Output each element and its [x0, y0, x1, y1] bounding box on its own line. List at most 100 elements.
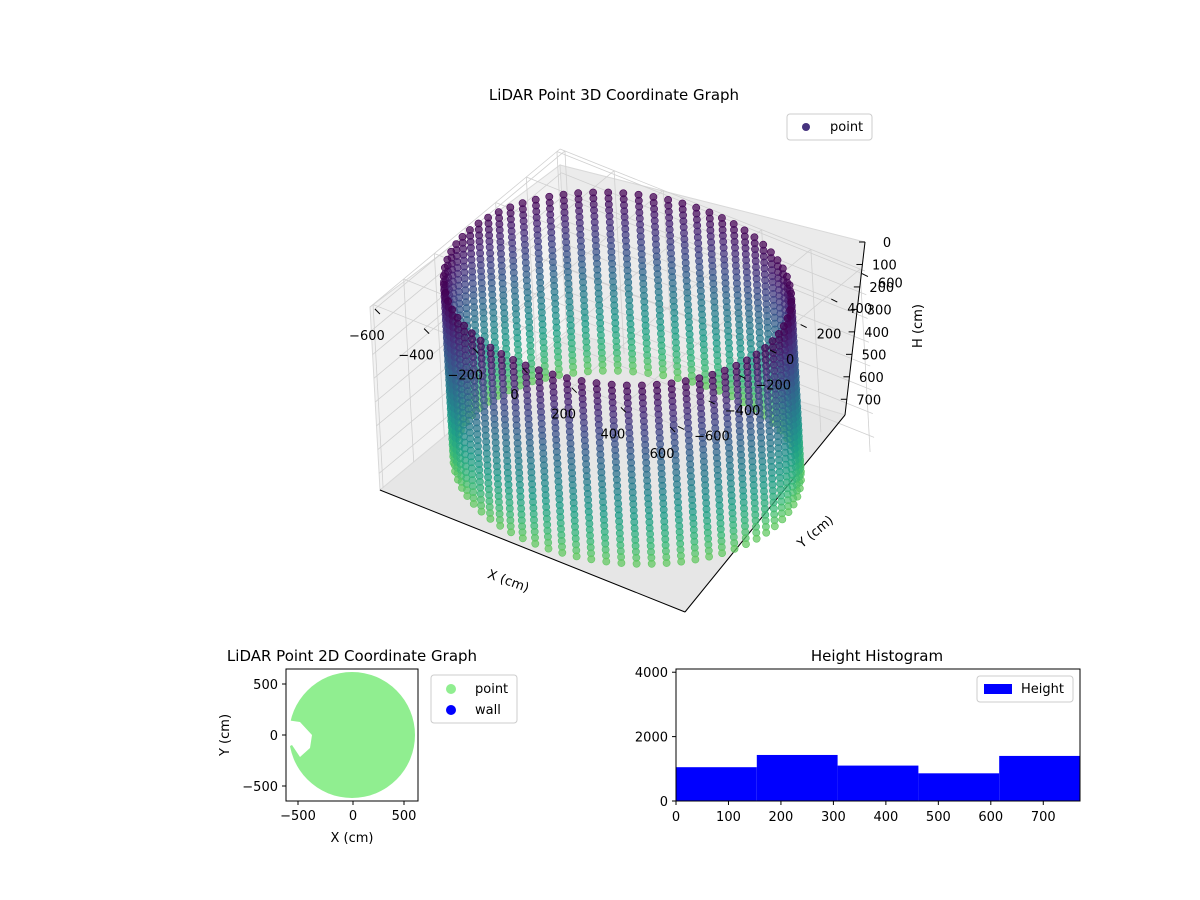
chart-2d-legend-label-wall: wall — [475, 703, 501, 718]
chart-3d-x-tick-label: 0 — [510, 388, 518, 403]
chart-3d-point — [662, 559, 671, 567]
chart-3d-point — [718, 549, 726, 557]
chart-3d-point — [598, 366, 607, 375]
chart-3d-point — [569, 368, 578, 377]
chart-3d-point — [507, 528, 515, 537]
histogram-bar — [756, 754, 838, 801]
histogram-legend-box — [976, 675, 1074, 703]
chart-3d-gridline — [859, 269, 871, 453]
chart-3d-gridline — [371, 172, 562, 332]
chart-3d-gridline — [566, 267, 872, 391]
chart-3d-point — [705, 552, 713, 561]
chart-3d-y-tick-mark — [708, 400, 715, 405]
histogram-x-tick-label: 500 — [926, 810, 951, 825]
chart-3d-point — [784, 508, 793, 516]
chart-2d-ytick-label: 500 — [253, 678, 278, 693]
histogram-title: Height Histogram — [811, 647, 943, 665]
chart-3d-gridline — [374, 243, 566, 403]
chart-3d-point — [629, 367, 637, 376]
chart-3d-y-tick-mark — [800, 324, 807, 328]
chart-3d-gridline — [810, 249, 822, 433]
chart-3d-gridline — [433, 253, 445, 437]
chart-3d-y-ticks: −600 −400 −200 0 200 400 600 — [677, 273, 903, 444]
chart-3d-point — [730, 545, 739, 553]
chart-3d-z-label: H (cm) — [911, 304, 926, 348]
chart-2d-xtick-label: 500 — [392, 809, 417, 824]
chart-3d-point — [778, 515, 787, 524]
histogram-bar — [676, 767, 757, 801]
chart-2d: LiDAR Point 2D Coordinate Graph −500 0 5… — [218, 647, 518, 846]
chart-3d-point — [518, 534, 527, 543]
chart-3d: LiDAR Point 3D Coordinate Graph −600 −400… — [349, 86, 926, 613]
chart-3d-point — [584, 367, 592, 376]
chart-3d-point — [770, 522, 779, 531]
chart-3d-point — [558, 548, 567, 557]
chart-3d-legend-marker — [802, 123, 810, 131]
chart-3d-gridline — [562, 196, 868, 319]
chart-3d-gridline — [369, 148, 561, 308]
chart-3d-point — [659, 371, 668, 380]
chart-3d-x-tick-mark — [374, 308, 381, 315]
chart-3d-x-tick-label: −400 — [398, 349, 434, 364]
chart-3d-z-tick-label: 400 — [864, 326, 889, 341]
chart-3d-y-tick-mark — [739, 375, 746, 379]
chart-3d-point — [602, 557, 611, 566]
chart-3d-x-tick-mark — [669, 426, 676, 433]
chart-3d-gridline — [372, 196, 563, 355]
chart-3d-x-tick-mark — [620, 407, 627, 413]
chart-2d-point-cloud — [289, 672, 415, 798]
histogram-y-tick-label: 4000 — [635, 666, 668, 681]
chart-3d-gridline — [565, 243, 871, 367]
chart-3d-y-tick-label: −200 — [755, 378, 791, 393]
chart-3d-x-tick-mark — [423, 328, 430, 334]
chart-3d-y-tick-label: −400 — [725, 404, 761, 419]
chart-3d-point — [762, 528, 771, 537]
histogram-bars — [676, 754, 1080, 801]
chart-3d-point — [742, 540, 750, 548]
chart-3d-y-label: Y (cm) — [794, 513, 837, 552]
chart-3d-y-tick-label: 0 — [786, 353, 794, 368]
chart-3d-point — [496, 521, 505, 530]
chart-3d-gridline — [559, 148, 866, 272]
chart-2d-gap-left — [286, 720, 312, 757]
histogram-x-tick-label: 400 — [873, 810, 898, 825]
chart-3d-y-tick-mark — [769, 349, 777, 354]
chart-3d-point — [691, 555, 700, 564]
chart-3d-point — [572, 552, 581, 561]
chart-3d-legend: point — [786, 113, 873, 141]
histogram-x-tick-label: 600 — [978, 810, 1003, 825]
chart-3d-legend-label: point — [830, 120, 863, 135]
chart-3d-z-tick-label: 600 — [859, 371, 884, 386]
chart-3d-point — [587, 555, 596, 564]
chart-3d-point — [632, 559, 641, 568]
chart-2d-x-label: X (cm) — [331, 831, 374, 846]
histogram-bar — [837, 765, 919, 801]
chart-3d-x-tick-label: −200 — [447, 368, 483, 383]
histogram-bar — [918, 773, 1000, 801]
chart-2d-plot-area — [286, 672, 415, 798]
chart-2d-xtick-label: 0 — [349, 809, 357, 824]
chart-3d-z-tick-label: 700 — [856, 393, 881, 408]
chart-3d-legend-box — [786, 113, 873, 141]
chart-3d-y-tick-label: 400 — [847, 302, 872, 317]
histogram-y-tick-label: 2000 — [635, 731, 668, 746]
chart-3d-y-tick-mark — [677, 426, 685, 430]
chart-3d-y-tick-label: −600 — [694, 429, 730, 444]
histogram-x-tick-label: 100 — [716, 810, 741, 825]
chart-2d-ytick-label: 0 — [270, 729, 278, 744]
histogram-legend-swatch — [984, 684, 1012, 694]
chart-3d-z-tick-label: 200 — [869, 281, 894, 296]
histogram-y-tick-label: 0 — [660, 795, 668, 810]
chart-3d-point — [469, 499, 478, 508]
chart-2d-y-label: Y (cm) — [218, 714, 233, 757]
histogram-ticks: 0 100 200 300 400 500 600 700 0 2000 4000 — [635, 666, 1056, 825]
chart-3d-z-tick-label: 500 — [862, 348, 887, 363]
histogram-x-tick-label: 700 — [1031, 810, 1056, 825]
histogram-bar — [999, 755, 1080, 801]
histogram-x-tick-label: 200 — [769, 810, 794, 825]
chart-3d-gridline — [563, 219, 870, 343]
chart-3d-z-tick-label: 300 — [867, 303, 892, 318]
chart-3d-point — [644, 369, 653, 377]
chart-3d-x-tick-mark — [472, 347, 479, 354]
